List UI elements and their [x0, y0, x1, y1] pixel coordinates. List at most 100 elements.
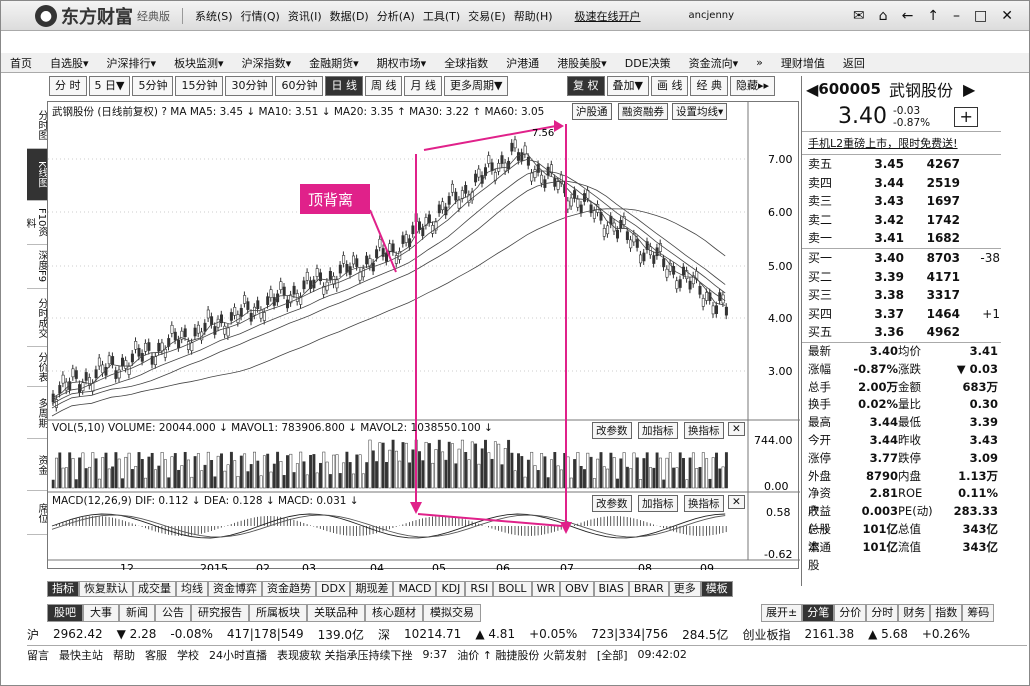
nav-item[interactable]: 港股美股▾ [557, 56, 607, 70]
menu-help[interactable]: 帮助(H) [513, 9, 553, 23]
status-item[interactable]: 帮助 [113, 648, 135, 662]
side-tab[interactable]: 席位 [27, 491, 47, 535]
news-tab[interactable]: 股吧 [47, 604, 83, 622]
menu-trade[interactable]: 交易(E) [468, 9, 506, 23]
news-tab[interactable]: 关联品种 [307, 604, 365, 622]
nav-item[interactable]: 资金流向▾ [688, 56, 739, 70]
period-button[interactable]: 日 线 [325, 76, 363, 96]
nav-item[interactable]: 板块监测▾ [174, 56, 224, 70]
indicator-tab[interactable]: 均线 [176, 581, 208, 597]
indicator-tab[interactable]: 资金博弈 [208, 581, 262, 597]
period-button[interactable]: 15分钟 [175, 76, 224, 96]
side-tab[interactable]: 深度F9 [27, 245, 47, 289]
home-icon[interactable]: ⌂ [878, 7, 888, 24]
add-watchlist-button[interactable]: + [954, 106, 979, 127]
indicator-tab[interactable]: DDX [316, 581, 351, 597]
macd-switch-indicator-button[interactable]: 换指标 [684, 495, 724, 512]
indicator-tab[interactable]: BRAR [628, 581, 669, 597]
news-tab[interactable]: 模拟交易 [423, 604, 481, 622]
nav-item[interactable]: 金融期货▾ [309, 56, 359, 70]
news-tab[interactable]: 核心题材 [365, 604, 423, 622]
side-tab[interactable]: 分时图 [27, 101, 47, 149]
indicator-tab[interactable]: KDJ [436, 581, 466, 597]
close-icon[interactable]: ✕ [1001, 7, 1013, 24]
period-button[interactable]: 60分钟 [275, 76, 324, 96]
kline-chart[interactable]: 7.00 6.00 5.00 4.00 3.00 744.00 0.00 0.58 -0.62 1… [47, 101, 800, 570]
minimize-icon[interactable]: – [953, 7, 961, 24]
indicator-tab[interactable]: OBV [560, 581, 594, 597]
panel-tab[interactable]: 展开± [761, 604, 803, 622]
side-tab[interactable]: K线图 [27, 149, 47, 201]
news-tab[interactable]: 新闻 [119, 604, 155, 622]
status-item[interactable]: 学校 [177, 648, 199, 662]
macd-close-icon[interactable]: ✕ [728, 495, 745, 509]
indicator-tab[interactable]: WR [531, 581, 561, 597]
nav-item[interactable]: 期权市场▾ [376, 56, 427, 70]
period-button[interactable]: 周 线 [364, 76, 403, 96]
ma-settings-button[interactable]: 设置均线▾ [672, 103, 728, 120]
nav-item[interactable]: 理财增值 [780, 56, 825, 70]
indicator-tab[interactable]: 指标 [47, 581, 79, 597]
status-item[interactable]: 24小时直播 [209, 648, 267, 662]
vol-add-indicator-button[interactable]: 加指标 [638, 422, 678, 439]
nav-item[interactable]: 沪港通 [506, 56, 540, 70]
macd-change-params-button[interactable]: 改参数 [592, 495, 632, 512]
panel-tab[interactable]: 分价 [834, 604, 867, 622]
mail-icon[interactable]: ✉ [852, 7, 865, 24]
indicator-tab[interactable]: 期现差 [350, 581, 394, 597]
panel-tab[interactable]: 筹码 [962, 604, 995, 622]
side-tab[interactable]: 多周期 [27, 387, 47, 439]
nav-item[interactable]: 沪深排行▾ [106, 56, 157, 70]
macd-add-indicator-button[interactable]: 加指标 [638, 495, 678, 512]
open-account-link[interactable]: 极速在线开户 [574, 9, 641, 23]
margin-trading-button[interactable]: 融资融券 [618, 103, 668, 120]
menu-tools[interactable]: 工具(T) [422, 9, 461, 23]
chart-tool-button[interactable]: 经 典 [690, 76, 728, 96]
promo-link[interactable]: 手机L2重磅上市，限时免费送! [802, 132, 1001, 155]
panel-tab[interactable]: 分时 [866, 604, 899, 622]
nav-item[interactable]: 全球指数 [444, 56, 489, 70]
chart-tool-button[interactable]: 隐藏▸▸ [729, 76, 776, 96]
news-tab[interactable]: 公告 [155, 604, 191, 622]
nav-item[interactable]: 沪深指数▾ [241, 56, 292, 70]
menu-news[interactable]: 资讯(I) [287, 9, 322, 23]
status-item[interactable]: 客服 [145, 648, 167, 662]
nav-item[interactable]: » [756, 56, 763, 69]
panel-tab[interactable]: 财务 [898, 604, 931, 622]
indicator-tab[interactable]: 恢复默认 [79, 581, 133, 597]
side-tab[interactable]: F10资料 [24, 201, 47, 245]
chart-tool-button[interactable]: 叠加▼ [606, 76, 649, 96]
menu-system[interactable]: 系统(S) [195, 9, 233, 23]
hk-connect-button[interactable]: 沪股通 [572, 103, 612, 120]
menu-analysis[interactable]: 分析(A) [376, 9, 415, 23]
panel-tab[interactable]: 分笔 [802, 604, 835, 622]
up-icon[interactable]: ↑ [927, 7, 940, 24]
nav-item[interactable]: 首页 [10, 56, 32, 70]
nav-item[interactable]: 返回 [842, 56, 865, 70]
menu-data[interactable]: 数据(D) [329, 9, 369, 23]
news-tab[interactable]: 所属板块 [249, 604, 307, 622]
menu-quotes[interactable]: 行情(Q) [240, 9, 280, 23]
side-tab[interactable]: 分价表 [27, 347, 47, 387]
side-tab[interactable]: 资金 [27, 439, 47, 491]
indicator-tab[interactable]: 资金趋势 [262, 581, 316, 597]
indicator-tab[interactable]: 更多 [668, 581, 701, 597]
chart-tool-button[interactable]: 画 线 [650, 76, 689, 96]
period-button[interactable]: 分 时 [49, 76, 87, 96]
period-button[interactable]: 月 线 [404, 76, 442, 96]
nav-item[interactable]: 自选股▾ [50, 56, 89, 70]
vol-switch-indicator-button[interactable]: 换指标 [684, 422, 724, 439]
period-button[interactable]: 更多周期▼ [443, 76, 509, 96]
vol-close-icon[interactable]: ✕ [728, 422, 745, 436]
back-icon[interactable]: ← [901, 7, 914, 24]
vol-change-params-button[interactable]: 改参数 [592, 422, 632, 439]
status-item[interactable]: 最快主站 [59, 648, 103, 662]
indicator-tab[interactable]: 成交量 [133, 581, 176, 597]
prev-stock-icon[interactable]: ◀ [806, 79, 819, 99]
news-tab[interactable]: 研究报告 [191, 604, 249, 622]
period-button[interactable]: 30分钟 [225, 76, 274, 96]
panel-tab[interactable]: 指数 [930, 604, 963, 622]
news-tab[interactable]: 大事 [83, 604, 119, 622]
period-button[interactable]: 5 日▼ [88, 76, 131, 96]
indicator-tab[interactable]: 模板 [700, 581, 733, 597]
